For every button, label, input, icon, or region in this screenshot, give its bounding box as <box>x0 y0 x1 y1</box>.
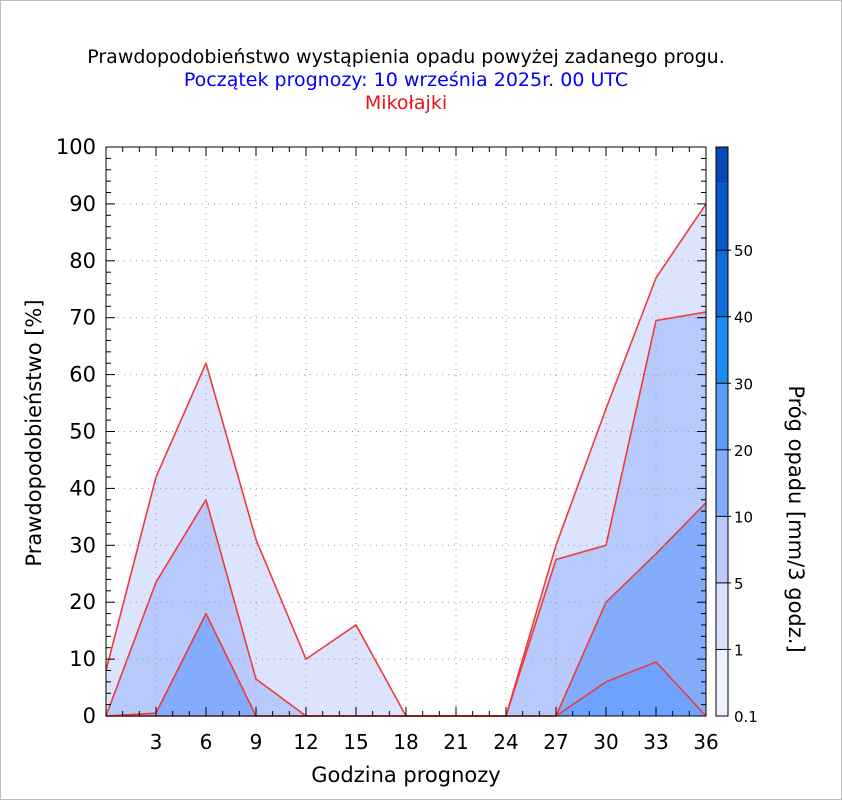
y-tick-label: 70 <box>69 306 96 330</box>
y-tick-label: 80 <box>69 249 96 273</box>
colorbar-band <box>716 449 728 517</box>
area-series-10 <box>106 661 706 716</box>
x-tick-label: 6 <box>200 730 213 754</box>
colorbar-band <box>716 147 728 184</box>
x-tick-label: 15 <box>343 730 368 754</box>
y-tick-label: 60 <box>69 363 96 387</box>
x-tick-label: 36 <box>693 730 718 754</box>
colorbar-band <box>716 649 728 716</box>
colorbar-band <box>716 316 728 384</box>
plot-grid <box>106 147 706 716</box>
chart-title: Prawdopodobieństwo wystąpienia opadu pow… <box>87 46 725 68</box>
y-tick-label: 0 <box>83 704 96 728</box>
y-tick-label: 30 <box>69 533 96 557</box>
chart-subtitle: Początek prognozy: 10 września 2025r. 00… <box>184 69 628 91</box>
colorbar-band <box>716 250 728 317</box>
chart-location: Mikołajki <box>365 92 447 114</box>
colorbar-band <box>716 183 728 251</box>
colorbar-frame <box>715 146 729 717</box>
colorbar-tick-label: 40 <box>734 309 753 327</box>
colorbar-tick-label: 50 <box>734 242 753 260</box>
x-tick-label: 24 <box>493 730 518 754</box>
colorbar-label: Próg opadu [mm/3 godz.] <box>784 385 808 652</box>
x-tick-label: 30 <box>593 730 618 754</box>
y-tick-label: 40 <box>69 476 96 500</box>
colorbar-tick-label: 20 <box>734 442 753 460</box>
colorbar-tick-label: 0.1 <box>734 708 758 726</box>
y-tick-label: 90 <box>69 192 96 216</box>
y-tick-label: 100 <box>56 135 96 159</box>
colorbar-tick-label: 10 <box>734 508 753 526</box>
x-tick-label: 33 <box>643 730 668 754</box>
x-tick-label: 18 <box>393 730 418 754</box>
colorbar: 0.1 1 5 10 20 30 40 50 <box>715 146 758 726</box>
x-tick-label: 21 <box>443 730 468 754</box>
y-tick-label: 10 <box>69 647 96 671</box>
x-tick-label: 9 <box>250 730 263 754</box>
colorbar-tick-label: 5 <box>734 575 744 593</box>
y-tick-label: 20 <box>69 590 96 614</box>
colorbar-tick-label: 30 <box>734 375 753 393</box>
y-axis-label: Prawdopodobieństwo [%] <box>22 299 46 566</box>
colorbar-band <box>716 383 728 450</box>
plot-axes: 3 6 9 12 15 18 21 24 27 30 33 360102030405060708090… <box>56 135 719 754</box>
colorbar-tick-label: 1 <box>734 641 744 659</box>
x-tick-label: 3 <box>150 730 163 754</box>
y-tick-label: 50 <box>69 420 96 444</box>
colorbar-band <box>716 582 728 650</box>
x-tick-label: 27 <box>543 730 568 754</box>
x-tick-label: 12 <box>293 730 318 754</box>
x-axis-label: Godzina prognozy <box>311 763 500 787</box>
colorbar-band <box>716 516 728 583</box>
